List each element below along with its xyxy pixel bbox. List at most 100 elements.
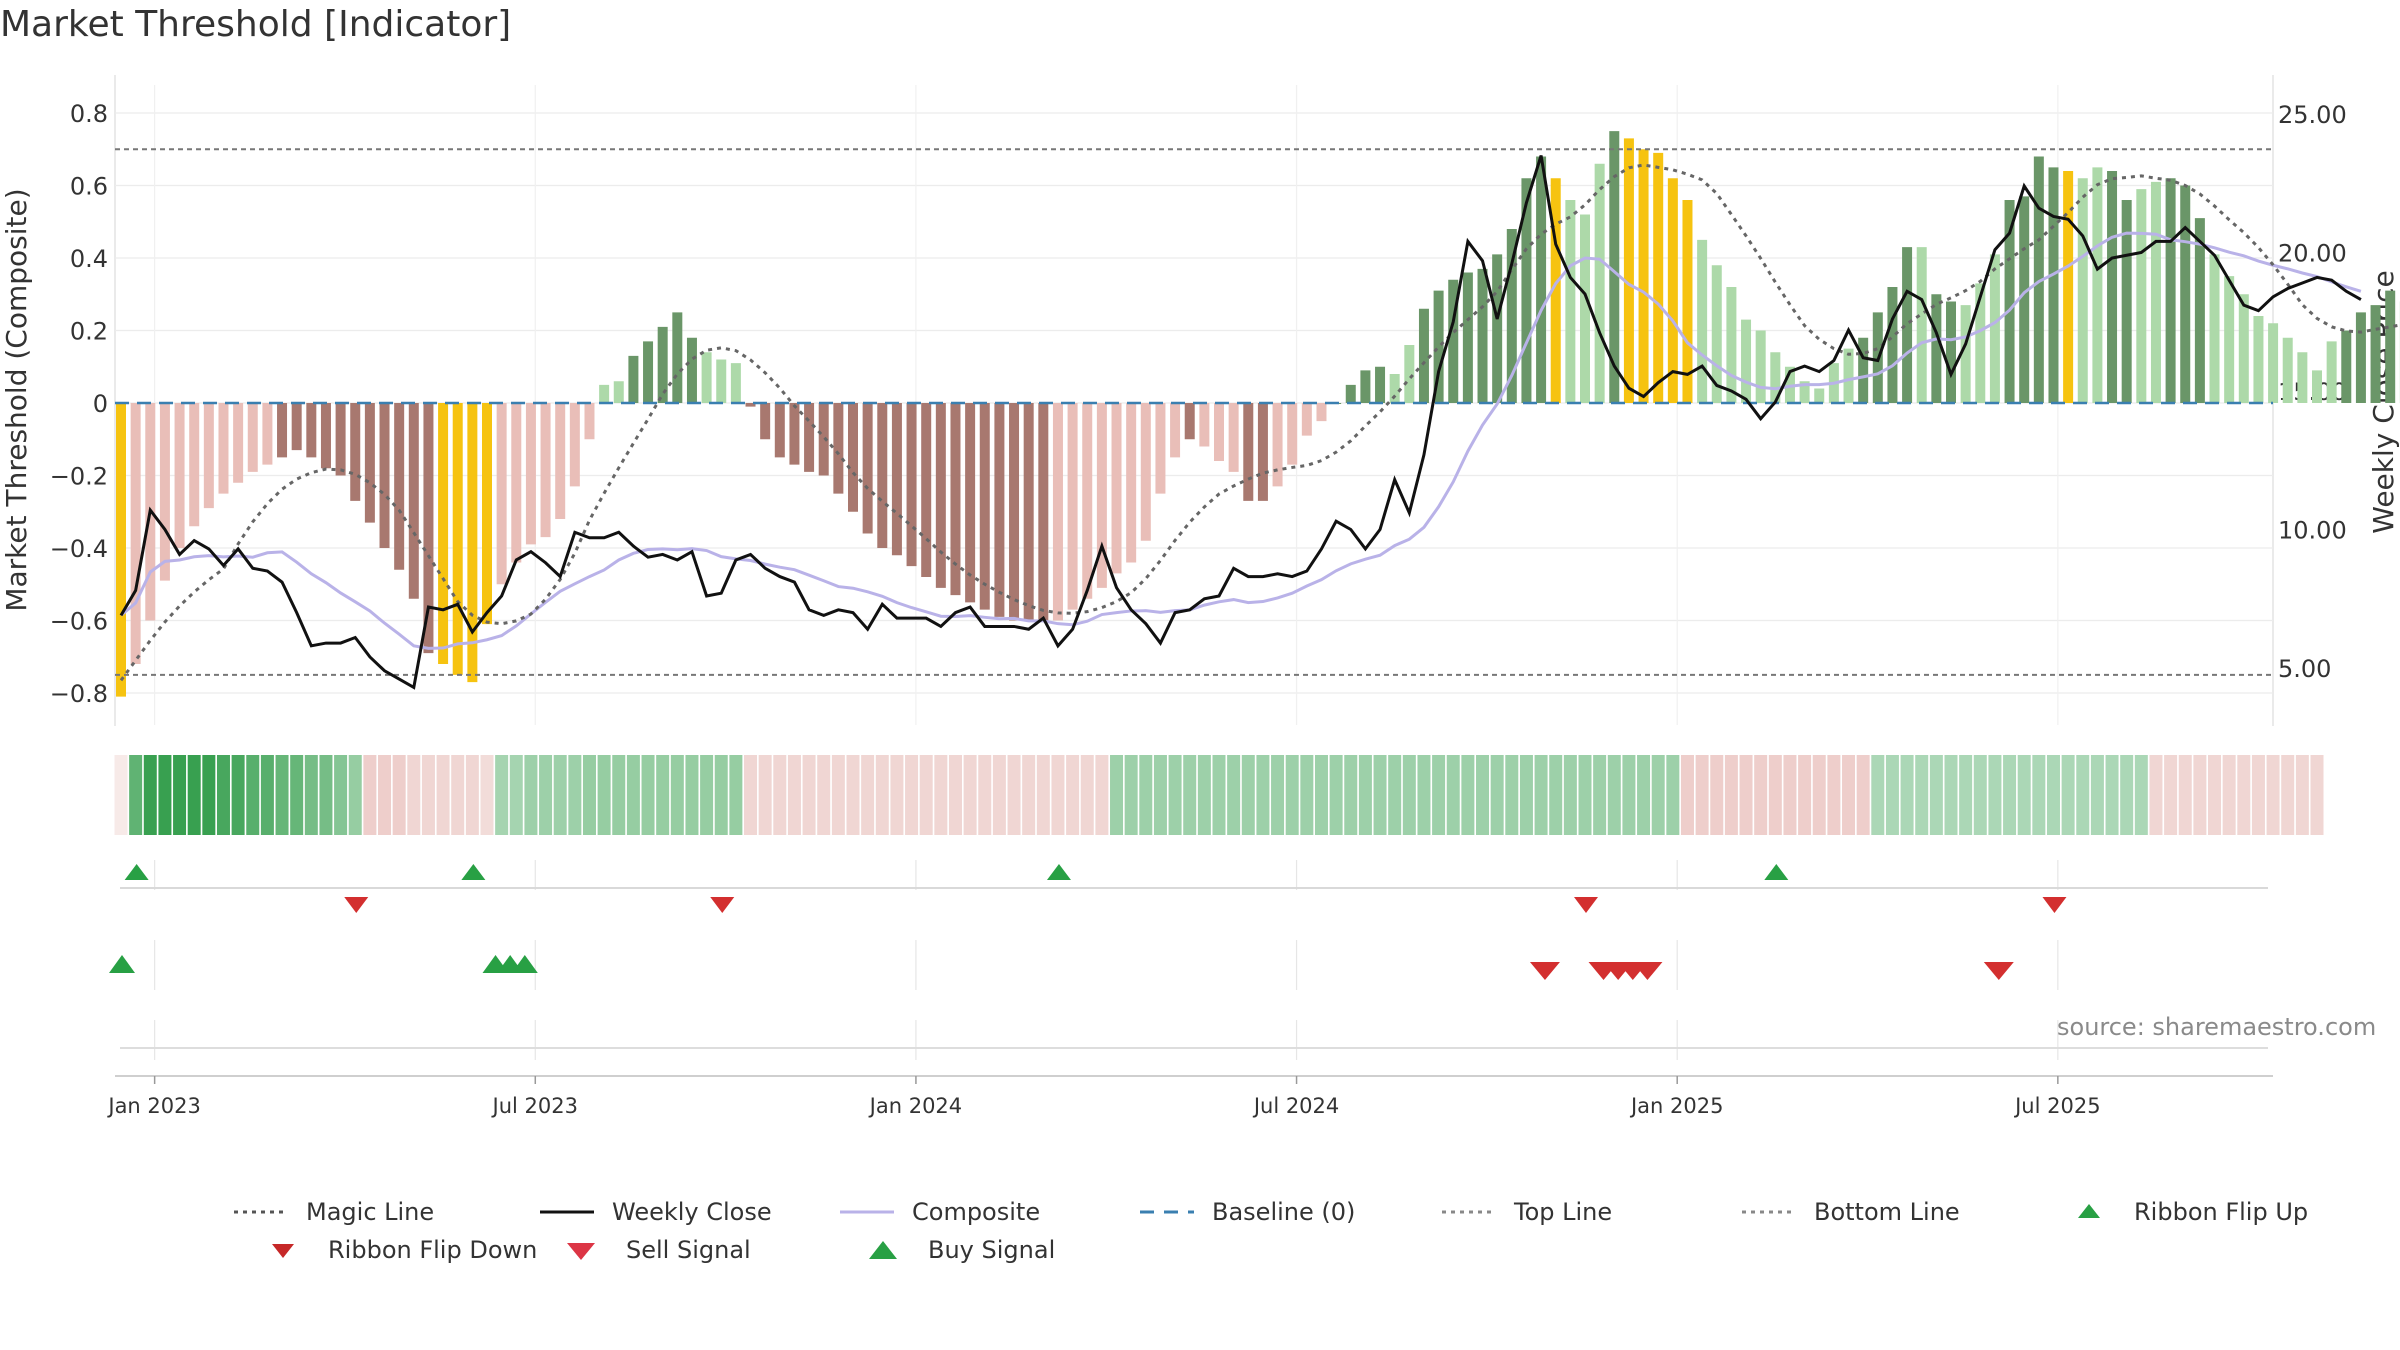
composite-bar	[2370, 305, 2381, 403]
composite-bar	[1140, 403, 1151, 541]
legend-item: Top Line	[1440, 1198, 1612, 1226]
composite-bar	[1682, 200, 1693, 403]
composite-bar	[1272, 403, 1283, 487]
ribbon-cell	[1959, 755, 1973, 835]
ribbon-cell	[1563, 755, 1577, 835]
ribbon-cell	[1051, 755, 1065, 835]
composite-bar	[306, 403, 317, 458]
ribbon-cell	[2281, 755, 2295, 835]
sell-signal-marker	[1529, 962, 1560, 980]
composite-bar	[2385, 290, 2396, 403]
composite-bar	[174, 403, 185, 548]
buy-signal-marker	[109, 955, 135, 973]
composite-bar	[2165, 178, 2176, 403]
ribbon-cell	[2266, 755, 2280, 835]
ribbon-cell	[1798, 755, 1812, 835]
ribbon-cell	[1432, 755, 1446, 835]
composite-line	[120, 231, 2362, 650]
ribbon-cell	[582, 755, 596, 835]
composite-bar	[2268, 323, 2279, 403]
ribbon-cell	[173, 755, 187, 835]
ribbon-cell	[656, 755, 670, 835]
legend-item: Weekly Close	[538, 1198, 772, 1226]
composite-bar	[452, 403, 463, 675]
ribbon-cell	[1944, 755, 1958, 835]
composite-bar	[2107, 171, 2118, 403]
y-tick-left: 0.2	[70, 318, 108, 346]
composite-bar	[1946, 301, 1956, 403]
ribbon-cell	[641, 755, 655, 835]
y-tick-right: 5.00	[2278, 655, 2331, 683]
composite-bar	[2194, 218, 2205, 403]
y-tick-left: 0	[93, 390, 108, 418]
composite-bar	[1653, 152, 1664, 403]
y-tick-right: 10.00	[2278, 517, 2347, 545]
ribbon-cell	[597, 755, 611, 835]
ribbon-cell	[2295, 755, 2309, 835]
ribbon-cell	[700, 755, 714, 835]
composite-bar	[159, 403, 170, 581]
composite-bar	[1960, 305, 1971, 403]
ribbon-flip-up-marker	[1764, 864, 1789, 880]
legend-label: Sell Signal	[626, 1236, 751, 1264]
composite-bar	[130, 403, 141, 664]
source-note: source: sharemaestro.com	[2057, 1013, 2377, 1041]
ribbon-cell	[2193, 755, 2207, 835]
ribbon-cell	[714, 755, 728, 835]
composite-bar	[2136, 189, 2147, 403]
ribbon-cell	[2046, 755, 2060, 835]
composite-bar	[628, 355, 639, 403]
x-tick-label: Jul 2024	[1252, 1094, 1339, 1118]
composite-bar	[1155, 403, 1166, 494]
composite-bar	[203, 403, 214, 509]
y-tick-left: 0.6	[70, 173, 108, 201]
ribbon-cell	[861, 755, 875, 835]
composite-bar	[1814, 388, 1825, 403]
composite-bar	[1184, 403, 1195, 440]
composite-bar	[1067, 403, 1078, 610]
ribbon-cell	[2120, 755, 2134, 835]
ribbon-cell	[568, 755, 582, 835]
ribbon-cell	[817, 755, 831, 835]
ribbon-cell	[246, 755, 260, 835]
ribbon-flip-up-marker	[1046, 864, 1071, 880]
composite-bar	[1711, 265, 1722, 403]
legend-symbol	[567, 1243, 595, 1260]
composite-bar	[672, 312, 683, 403]
composite-bar	[1477, 268, 1488, 403]
ribbon-cell	[2032, 755, 2046, 835]
composite-bar	[1345, 384, 1356, 403]
ribbon-cell	[2208, 755, 2222, 835]
composite-bar	[774, 403, 785, 458]
ribbon-cell	[1314, 755, 1328, 835]
ribbon-flip-down-marker	[344, 897, 369, 913]
legend-symbol	[869, 1241, 897, 1259]
legend-symbol	[234, 1210, 288, 1214]
ribbon-cell	[539, 755, 553, 835]
x-tick-label: Jul 2025	[2013, 1094, 2100, 1118]
legend-item: Buy Signal	[854, 1236, 1055, 1264]
ribbon-cell	[612, 755, 626, 835]
composite-bar	[789, 403, 800, 465]
composite-bar	[1609, 131, 1620, 403]
ribbon-cell	[1153, 755, 1167, 835]
ribbon-cell	[260, 755, 274, 835]
ribbon-cell	[1695, 755, 1709, 835]
ribbon-cell	[348, 755, 362, 835]
ribbon-cell	[1007, 755, 1021, 835]
legend-label: Composite	[912, 1198, 1041, 1226]
composite-bar	[2282, 337, 2293, 403]
composite-bar	[643, 341, 654, 403]
composite-bar	[1726, 287, 1737, 403]
ribbon-cell	[1358, 755, 1372, 835]
composite-bar	[482, 403, 492, 625]
composite-bar	[877, 403, 888, 548]
composite-bar	[233, 403, 244, 483]
composite-bar	[1462, 272, 1473, 403]
composite-bar	[965, 403, 976, 603]
ribbon-cell	[1519, 755, 1533, 835]
ribbon-cell	[1285, 755, 1299, 835]
ribbon-cell	[231, 755, 245, 835]
composite-bar	[686, 337, 697, 403]
magic-line	[119, 163, 2400, 682]
